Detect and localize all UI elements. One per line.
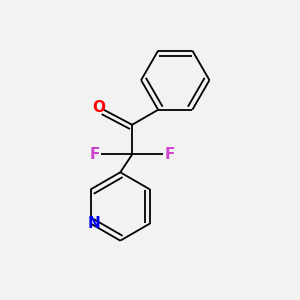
Text: F: F xyxy=(89,147,100,162)
Text: N: N xyxy=(88,216,100,231)
Text: F: F xyxy=(165,147,175,162)
Text: O: O xyxy=(92,100,105,115)
